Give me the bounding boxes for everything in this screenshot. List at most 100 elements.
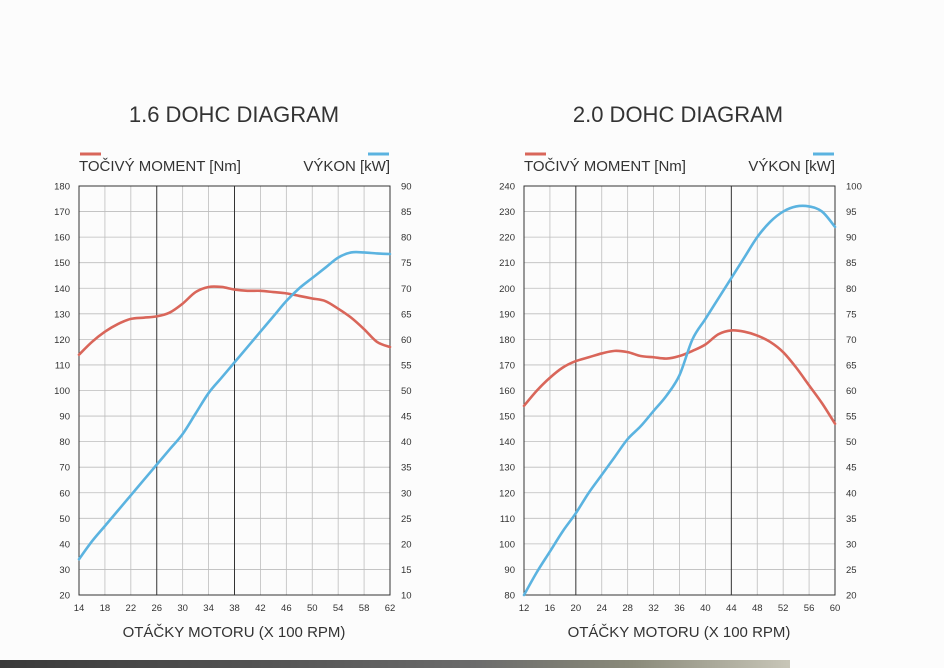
x-tick-label: 36 [674, 603, 685, 614]
chart-title: 2.0 DOHC DIAGRAM [573, 102, 783, 127]
y-left-tick-label: 100 [499, 539, 515, 550]
series-line-torque [522, 329, 837, 426]
x-tick-label: 40 [700, 603, 711, 614]
x-tick-label: 52 [778, 603, 789, 614]
y-left-tick-label: 180 [54, 182, 70, 193]
y-left-tick-label: 210 [499, 258, 515, 269]
y-right-tick-label: 55 [846, 412, 857, 423]
y-right-tick-label: 75 [846, 309, 857, 320]
y-right-tick-label: 65 [846, 360, 857, 371]
y-left-tick-label: 20 [59, 591, 70, 602]
y-left-tick-label: 130 [54, 309, 70, 320]
y-right-tick-label: 50 [401, 386, 412, 397]
x-tick-label: 58 [359, 603, 370, 614]
y-left-tick-label: 240 [499, 182, 515, 193]
y-left-tick-label: 160 [54, 233, 70, 244]
series-line-power [77, 250, 392, 561]
y-right-tick-label: 40 [401, 437, 412, 448]
scan-edge-bar [0, 660, 790, 668]
x-axis-label: OTÁČKY MOTORU (X 100 RPM) [123, 624, 346, 641]
x-tick-label: 38 [229, 603, 240, 614]
y-left-tick-label: 90 [59, 412, 70, 423]
chart-title: 1.6 DOHC DIAGRAM [129, 102, 339, 127]
y-right-tick-label: 15 [401, 565, 412, 576]
y-right-tick-label: 70 [401, 284, 412, 295]
y-left-tick-label: 160 [499, 386, 515, 397]
y-left-tick-label: 100 [54, 386, 70, 397]
x-tick-label: 50 [307, 603, 318, 614]
x-tick-label: 48 [752, 603, 763, 614]
y-left-tick-label: 220 [499, 233, 515, 244]
y-left-tick-label: 190 [499, 309, 515, 320]
y-left-tick-label: 60 [59, 488, 70, 499]
y-left-tick-label: 70 [59, 463, 70, 474]
y-right-tick-label: 75 [401, 258, 412, 269]
y-left-tick-label: 230 [499, 207, 515, 218]
x-tick-label: 60 [830, 603, 841, 614]
x-tick-label: 16 [545, 603, 556, 614]
y-right-tick-label: 85 [846, 258, 857, 269]
x-tick-label: 14 [74, 603, 85, 614]
y-right-tick-label: 70 [846, 335, 857, 346]
y-right-tick-label: 35 [846, 514, 857, 525]
x-tick-label: 62 [385, 603, 396, 614]
y-left-tick-label: 140 [499, 437, 515, 448]
y-left-tick-label: 140 [54, 284, 70, 295]
y-right-tick-label: 45 [401, 412, 412, 423]
y-left-tick-label: 130 [499, 463, 515, 474]
plot-frame [78, 185, 391, 596]
x-tick-label: 18 [100, 603, 111, 614]
x-tick-label: 42 [255, 603, 266, 614]
y-right-tick-label: 95 [846, 207, 857, 218]
x-tick-label: 12 [519, 603, 530, 614]
y-left-tick-label: 30 [59, 565, 70, 576]
x-axis-label: OTÁČKY MOTORU (X 100 RPM) [568, 624, 791, 641]
legend-label-torque: TOČIVÝ MOMENT [Nm] [524, 158, 686, 175]
y-left-tick-label: 40 [59, 539, 70, 550]
y-left-tick-label: 110 [55, 360, 70, 371]
legend-label-power: VÝKON [kW] [748, 158, 835, 175]
chart-1: 1.6 DOHC DIAGRAM TOČIVÝ MOMENT [Nm] VÝKON … [54, 102, 411, 641]
y-left-tick-label: 200 [499, 284, 515, 295]
series-line-power [522, 204, 837, 597]
y-right-tick-label: 25 [846, 565, 857, 576]
y-right-tick-label: 50 [846, 437, 857, 448]
x-tick-label: 54 [333, 603, 344, 614]
y-right-tick-label: 90 [846, 233, 857, 244]
x-tick-label: 26 [151, 603, 162, 614]
y-left-tick-label: 150 [54, 258, 70, 269]
x-tick-label: 34 [203, 603, 214, 614]
y-left-tick-label: 90 [504, 565, 515, 576]
legend-label-power: VÝKON [kW] [303, 158, 390, 175]
y-right-tick-label: 55 [401, 360, 412, 371]
y-left-tick-label: 120 [54, 335, 70, 346]
plot-frame [523, 185, 836, 596]
y-left-tick-label: 150 [499, 412, 515, 423]
y-right-tick-label: 90 [401, 182, 412, 193]
y-right-tick-label: 60 [401, 335, 412, 346]
y-right-tick-label: 45 [846, 463, 857, 474]
chart-2: 2.0 DOHC DIAGRAM TOČIVÝ MOMENT [Nm] VÝKON … [499, 102, 862, 641]
y-left-tick-label: 170 [499, 360, 515, 371]
y-left-tick-label: 180 [499, 335, 515, 346]
y-left-tick-label: 50 [59, 514, 70, 525]
y-left-tick-label: 80 [59, 437, 70, 448]
series-line-torque [77, 285, 392, 357]
x-tick-label: 22 [126, 603, 137, 614]
x-tick-label: 30 [177, 603, 188, 614]
y-right-tick-label: 40 [846, 488, 857, 499]
y-right-tick-label: 85 [401, 207, 412, 218]
x-tick-label: 32 [648, 603, 659, 614]
x-tick-label: 28 [622, 603, 633, 614]
y-right-tick-label: 80 [401, 233, 412, 244]
y-right-tick-label: 65 [401, 309, 412, 320]
y-right-tick-label: 35 [401, 463, 412, 474]
y-right-tick-label: 20 [846, 591, 857, 602]
y-right-tick-label: 25 [401, 514, 412, 525]
y-left-tick-label: 110 [500, 514, 515, 525]
x-tick-label: 44 [726, 603, 737, 614]
y-right-tick-label: 60 [846, 386, 857, 397]
y-right-tick-label: 30 [846, 539, 857, 550]
y-right-tick-label: 100 [846, 182, 862, 193]
